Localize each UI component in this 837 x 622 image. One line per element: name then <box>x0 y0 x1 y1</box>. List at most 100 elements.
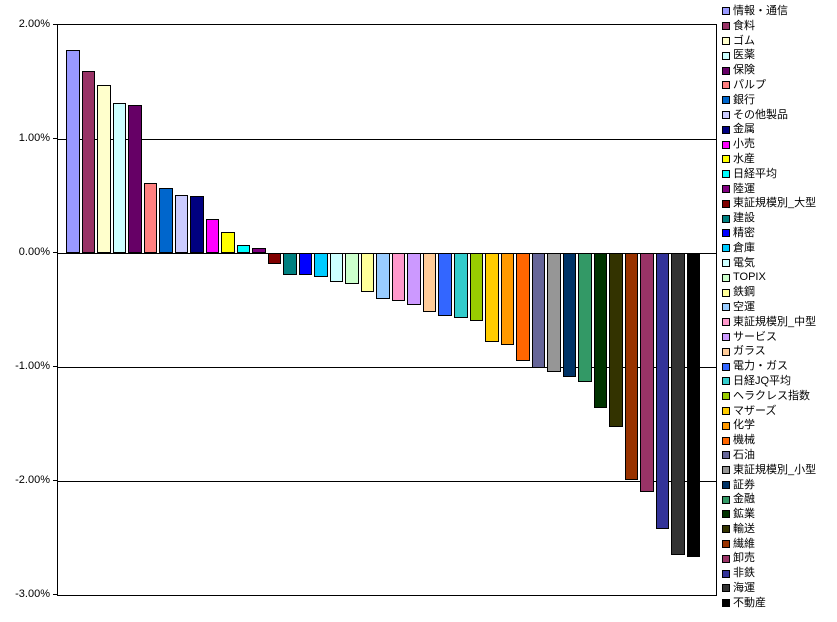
legend-label: 日経平均 <box>733 167 777 180</box>
legend-label: ヘラクレス指数 <box>733 389 810 402</box>
legend-label: ゴム <box>733 34 755 47</box>
bar-マザーズ <box>485 253 499 342</box>
y-tick-mark <box>53 366 57 367</box>
legend-label: 化学 <box>733 419 755 432</box>
legend-label: 鉱業 <box>733 508 755 521</box>
legend-marker <box>722 155 730 164</box>
legend-item: 機械 <box>722 433 816 448</box>
bar-食料 <box>81 70 96 253</box>
legend-label: 機械 <box>733 434 755 447</box>
legend-marker <box>722 110 730 119</box>
legend-label: TOPIX <box>733 271 766 284</box>
legend-item: 倉庫 <box>722 241 816 256</box>
legend-item: 日経JQ平均 <box>722 374 816 389</box>
bar-保険 <box>128 104 142 253</box>
legend-marker <box>722 436 730 445</box>
legend-marker <box>722 125 730 134</box>
legend-marker <box>722 184 730 193</box>
legend-label: 東証規模別_小型 <box>733 463 817 476</box>
legend-marker <box>722 332 730 341</box>
legend-marker <box>722 451 730 460</box>
bar-情報・通信 <box>66 50 80 253</box>
legend-label: 鉄鋼 <box>733 286 755 299</box>
legend-label: 保険 <box>733 64 755 77</box>
gridline <box>58 367 716 368</box>
legend-marker <box>722 421 730 430</box>
legend-marker <box>722 214 730 223</box>
bar-電力・ガス <box>438 253 452 316</box>
legend-item: 証券 <box>722 478 816 493</box>
bar-ゴム <box>97 85 111 253</box>
legend-item: 化学 <box>722 418 816 433</box>
bar-ヘラクレス指数 <box>469 253 484 322</box>
legend-label: 金属 <box>733 123 755 136</box>
bar-精密 <box>298 253 313 275</box>
legend-marker <box>722 599 730 608</box>
bar-東証規模別_大型 <box>267 253 282 265</box>
legend-marker <box>722 510 730 519</box>
bar-日経JQ平均 <box>454 253 468 318</box>
legend-item: 情報・通信 <box>722 4 816 19</box>
legend-label: 精密 <box>733 226 755 239</box>
bar-倉庫 <box>314 253 328 277</box>
legend-marker <box>722 540 730 549</box>
bar-陸運 <box>252 248 266 253</box>
legend-label: 銀行 <box>733 93 755 106</box>
legend-item: 小売 <box>722 137 816 152</box>
legend-marker <box>722 347 730 356</box>
bar-銀行 <box>159 188 173 253</box>
bar-不動産 <box>686 253 701 558</box>
y-tick-label: -1.00% <box>15 360 50 372</box>
legend-marker <box>722 288 730 297</box>
legend-marker <box>722 140 730 149</box>
gridline <box>58 139 716 140</box>
legend-label: ガラス <box>733 345 766 358</box>
bar-鉱業 <box>593 253 608 409</box>
y-tick-mark <box>53 252 57 253</box>
legend-item: 精密 <box>722 226 816 241</box>
legend-marker <box>722 495 730 504</box>
bar-繊維 <box>624 253 639 480</box>
bar-金属 <box>190 196 204 253</box>
bar-東証規模別_小型 <box>547 253 561 372</box>
legend-marker <box>722 81 730 90</box>
legend-label: 卸売 <box>733 552 755 565</box>
legend-item: 医薬 <box>722 48 816 63</box>
legend-marker <box>722 199 730 208</box>
legend-marker <box>722 406 730 415</box>
legend-item: マザーズ <box>722 404 816 419</box>
legend-marker <box>722 303 730 312</box>
legend-label: 医薬 <box>733 49 755 62</box>
plot-area <box>57 24 717 596</box>
legend-marker <box>722 554 730 563</box>
legend-item: 銀行 <box>722 93 816 108</box>
legend-item: 金属 <box>722 122 816 137</box>
legend: 情報・通信 食料 ゴム 医薬 保険 パルプ 銀行 その他製品 金属 小売 水産 日経平均 陸運 東証規模別… <box>722 4 816 611</box>
bar-石油 <box>531 253 546 369</box>
legend-item: ガラス <box>722 344 816 359</box>
legend-marker <box>722 273 730 282</box>
legend-label: 空運 <box>733 300 755 313</box>
legend-item: 石油 <box>722 448 816 463</box>
legend-label: 小売 <box>733 138 755 151</box>
legend-item: 繊維 <box>722 537 816 552</box>
legend-label: 情報・通信 <box>733 5 788 17</box>
legend-marker <box>722 170 730 179</box>
legend-marker <box>722 36 730 45</box>
legend-label: 輸送 <box>733 522 755 535</box>
legend-item: 鉱業 <box>722 507 816 522</box>
legend-item: 輸送 <box>722 522 816 537</box>
legend-label: 陸運 <box>733 182 755 195</box>
legend-item: パルプ <box>722 78 816 93</box>
legend-marker <box>722 318 730 327</box>
legend-label: マザーズ <box>733 404 777 417</box>
legend-marker <box>722 96 730 105</box>
legend-marker <box>722 229 730 238</box>
bar-東証規模別_中型 <box>391 253 406 301</box>
bar-TOPIX <box>345 253 359 284</box>
legend-item: TOPIX <box>722 270 816 285</box>
legend-label: その他製品 <box>733 108 788 121</box>
legend-label: 電力・ガス <box>733 360 788 373</box>
legend-label: 日経JQ平均 <box>733 374 792 387</box>
legend-item: 保険 <box>722 63 816 78</box>
